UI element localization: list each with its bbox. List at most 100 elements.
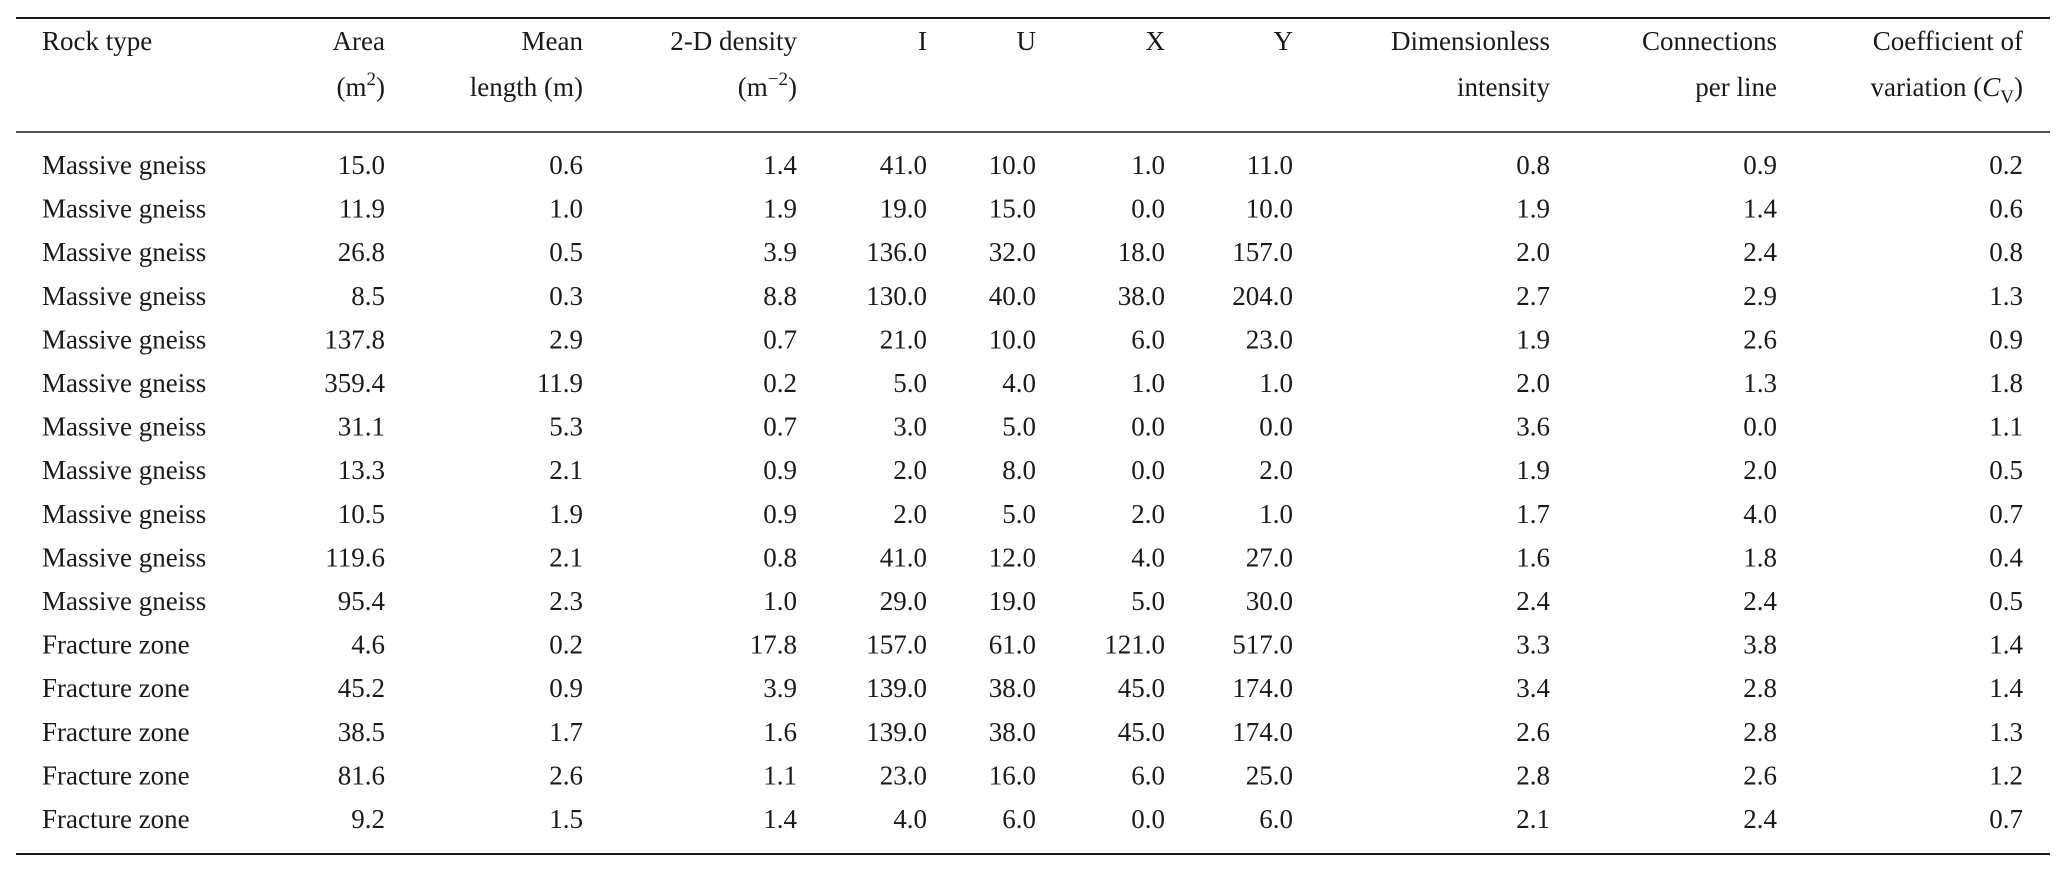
header-text: I [918, 26, 927, 56]
header-text: variation ( [1871, 72, 1983, 102]
header-text: per line [1695, 72, 1777, 102]
row-label: Massive gneiss [42, 281, 206, 311]
cell: 4.0 [1131, 542, 1165, 572]
header-cell: intensity [1457, 72, 1550, 102]
cell: 0.4 [1989, 542, 2023, 572]
cell: 5.0 [1131, 586, 1165, 616]
header-cell: per line [1695, 72, 1777, 102]
cell: 0.2 [1989, 150, 2023, 180]
cell: 1.6 [1516, 542, 1550, 572]
header-text: ) [376, 72, 385, 102]
cell: 0.5 [1989, 586, 2023, 616]
cell: 2.1 [549, 542, 583, 572]
cell: 15.0 [338, 150, 385, 180]
cell: 8.8 [763, 281, 797, 311]
row-label: Massive gneiss [42, 586, 206, 616]
cell: 1.6 [763, 717, 797, 747]
cell: 2.1 [549, 455, 583, 485]
cell: 19.0 [880, 194, 927, 224]
header-cell: Connections [1642, 26, 1777, 56]
cell: 16.0 [989, 760, 1036, 790]
cell: 2.8 [1516, 760, 1550, 790]
row-label: Massive gneiss [42, 542, 206, 572]
cell: 8.5 [351, 281, 385, 311]
cell: 0.3 [549, 281, 583, 311]
cell: 1.7 [549, 717, 583, 747]
cell: 17.8 [750, 630, 797, 660]
cell: 0.8 [763, 542, 797, 572]
cell: 5.0 [1002, 412, 1036, 442]
cell: 0.9 [549, 673, 583, 703]
cell: 32.0 [989, 237, 1036, 267]
cell: 0.8 [1989, 237, 2023, 267]
cell: 2.4 [1743, 237, 1777, 267]
header-text: (m [337, 72, 367, 102]
header-text: (m [738, 72, 768, 102]
cell: 2.0 [1516, 237, 1550, 267]
cell: 4.0 [1743, 499, 1777, 529]
cell: 5.0 [1002, 499, 1036, 529]
cell: 11.0 [1247, 150, 1293, 180]
cell: 1.3 [1989, 281, 2023, 311]
cell: 0.7 [763, 324, 797, 354]
cell: 6.0 [1131, 760, 1165, 790]
cell: 137.8 [324, 324, 385, 354]
cell: 3.9 [763, 237, 797, 267]
italic-text: C [1982, 72, 2001, 102]
header-cell: Mean [522, 26, 584, 56]
cell: 5.0 [893, 368, 927, 398]
cell: 3.6 [1516, 412, 1550, 442]
cell: 0.9 [1743, 150, 1777, 180]
cell: 10.5 [338, 499, 385, 529]
cell: 1.0 [1131, 368, 1165, 398]
header-cell: Rock type [42, 26, 152, 56]
cell: 121.0 [1104, 630, 1165, 660]
cell: 130.0 [866, 281, 927, 311]
header-cell: Area [333, 26, 385, 56]
cell: 0.8 [1516, 150, 1550, 180]
row-label: Fracture zone [42, 760, 190, 790]
cell: 2.9 [1743, 281, 1777, 311]
cell: 0.2 [763, 368, 797, 398]
cell: 12.0 [989, 542, 1036, 572]
cell: 31.1 [338, 412, 385, 442]
cell: 2.4 [1743, 804, 1777, 834]
cell: 3.9 [763, 673, 797, 703]
cell: 1.0 [1259, 368, 1293, 398]
header-text: Area [333, 26, 385, 56]
header-cell: Coefficient of [1873, 26, 2023, 56]
cell: 2.6 [549, 760, 583, 790]
cell: 41.0 [880, 542, 927, 572]
cell: 1.3 [1989, 717, 2023, 747]
cell: 38.0 [1118, 281, 1165, 311]
cell: 45.0 [1118, 673, 1165, 703]
cell: 2.0 [1259, 455, 1293, 485]
cell: 1.9 [763, 194, 797, 224]
cell: 0.9 [763, 455, 797, 485]
header-text: Y [1274, 26, 1294, 56]
cell: 2.6 [1743, 324, 1777, 354]
cell: 0.6 [549, 150, 583, 180]
superscript: −2 [768, 69, 788, 90]
header-text: ) [788, 72, 797, 102]
cell: 3.8 [1743, 630, 1777, 660]
cell: 2.4 [1516, 586, 1550, 616]
header-text: Rock type [42, 26, 152, 56]
cell: 1.4 [763, 150, 797, 180]
row-label: Massive gneiss [42, 455, 206, 485]
cell: 0.6 [1989, 194, 2023, 224]
header-cell: (m2) [337, 69, 386, 102]
cell: 517.0 [1232, 630, 1293, 660]
cell: 0.0 [1131, 455, 1165, 485]
cell: 2.6 [1743, 760, 1777, 790]
cell: 6.0 [1002, 804, 1036, 834]
cell: 174.0 [1232, 717, 1293, 747]
cell: 11.9 [339, 194, 385, 224]
row-label: Fracture zone [42, 630, 190, 660]
cell: 4.6 [351, 630, 385, 660]
cell: 2.3 [549, 586, 583, 616]
cell: 23.0 [1246, 324, 1293, 354]
header-cell: Dimensionless [1391, 26, 1550, 56]
cell: 2.0 [1131, 499, 1165, 529]
